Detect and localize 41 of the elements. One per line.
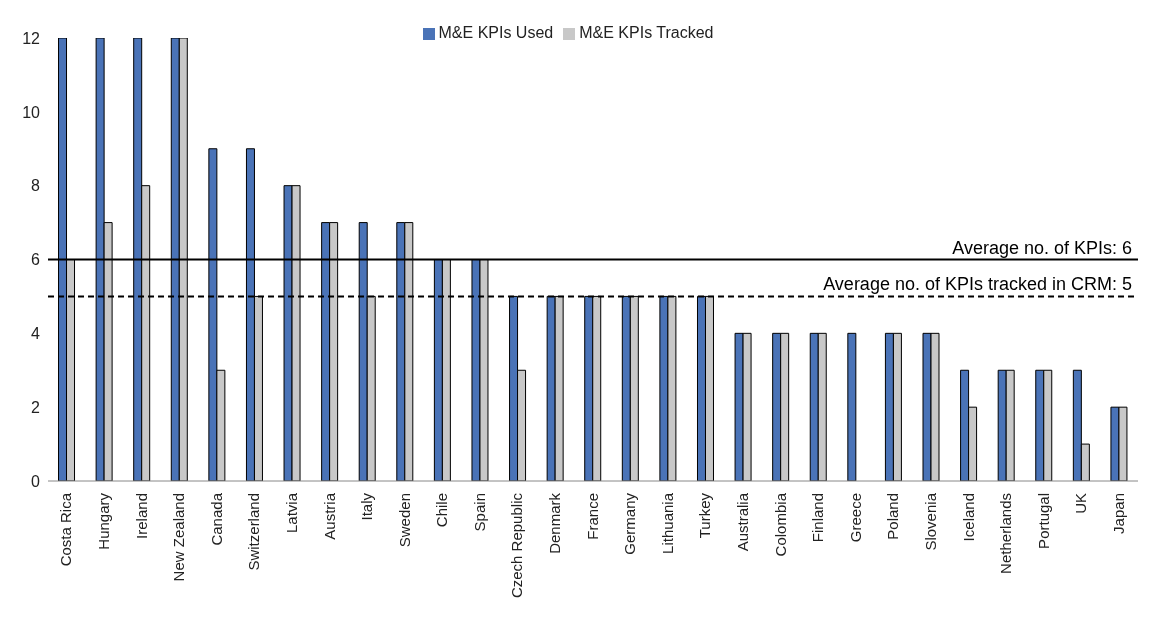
y-tick-label: 10 xyxy=(22,103,41,121)
x-tick-label: Greece xyxy=(846,493,864,543)
x-tick-label: Costa Rica xyxy=(57,492,75,567)
x-tick-label: Slovenia xyxy=(921,492,939,551)
x-tick-label: Poland xyxy=(884,493,902,540)
y-tick-label: 0 xyxy=(31,472,41,490)
x-tick-label: Czech Republic xyxy=(508,492,526,599)
x-tick-label: Canada xyxy=(207,492,225,546)
x-tick-label: Latvia xyxy=(282,492,300,534)
x-tick-label: Netherlands xyxy=(997,493,1015,574)
x-tick-label: Spain xyxy=(470,493,488,532)
ref-line-label: Average no. of KPIs tracked in CRM: 5 xyxy=(823,274,1132,295)
x-tick-label: Finland xyxy=(809,493,827,543)
x-tick-label: France xyxy=(583,493,601,540)
y-tick-label: 2 xyxy=(31,398,41,416)
x-tick-label: Chile xyxy=(433,493,451,528)
x-tick-label: Portugal xyxy=(1034,493,1052,549)
y-tick-label: 12 xyxy=(22,29,41,47)
y-tick-label: 6 xyxy=(31,251,41,269)
x-tick-label: New Zealand xyxy=(170,493,188,582)
x-tick-label: Switzerland xyxy=(245,493,263,571)
bar xyxy=(847,332,857,481)
x-tick-label: Japan xyxy=(1109,493,1127,534)
ref-line-label: Average no. of KPIs: 6 xyxy=(952,237,1132,258)
x-tick-label: Italy xyxy=(358,492,376,521)
x-tick-label: Sweden xyxy=(395,493,413,548)
x-tick-label: Ireland xyxy=(132,493,150,539)
y-tick-label: 8 xyxy=(31,177,41,195)
legend-label: M&E KPIs Used xyxy=(438,24,554,41)
legend-label: M&E KPIs Tracked xyxy=(579,24,714,41)
x-tick-label: Germany xyxy=(621,492,639,555)
x-tick-label: Austria xyxy=(320,492,338,540)
x-tick-label: Iceland xyxy=(959,493,977,542)
x-tick-label: Lithuania xyxy=(658,492,676,554)
y-tick-label: 4 xyxy=(31,325,41,343)
x-tick-label: Hungary xyxy=(95,492,113,550)
x-tick-label: Australia xyxy=(733,492,751,552)
x-tick-label: Denmark xyxy=(546,492,564,554)
x-tick-label: UK xyxy=(1072,493,1090,514)
x-tick-label: Colombia xyxy=(771,492,789,557)
x-tick-label: Turkey xyxy=(696,492,714,539)
